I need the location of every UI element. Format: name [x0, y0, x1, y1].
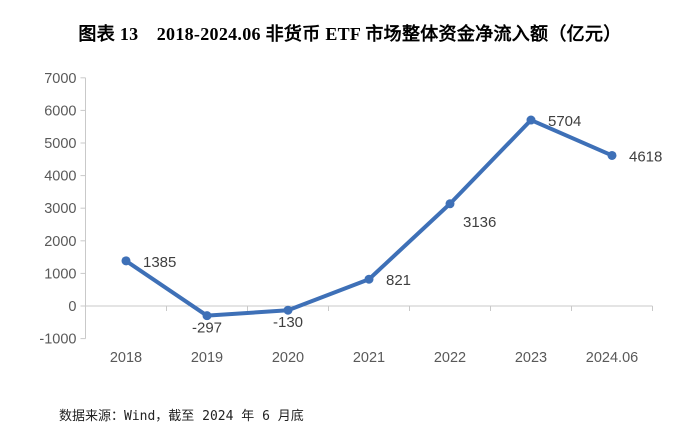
y-tick-label: 1000 [44, 266, 76, 282]
y-tick-label: -1000 [39, 332, 76, 348]
x-tick-label: 2018 [110, 350, 142, 366]
data-line [124, 118, 614, 318]
data-point-marker [364, 274, 374, 284]
data-point-marker [526, 115, 536, 125]
data-label: 821 [386, 272, 411, 289]
data-point-marker [283, 305, 293, 315]
data-label: -130 [273, 314, 303, 331]
data-label: -297 [192, 320, 222, 337]
line-chart: 7000 6000 5000 4000 3000 2000 1000 0 -1000 2018 20… [39, 71, 662, 366]
data-label: 3136 [463, 214, 496, 231]
x-tick-label: 2024.06 [586, 350, 638, 366]
x-tick-label: 2020 [272, 350, 304, 366]
x-tick-label: 2021 [353, 350, 385, 366]
y-tick-label: 5000 [44, 136, 76, 152]
y-tick-label: 4000 [44, 169, 76, 185]
y-tick-label: 2000 [44, 234, 76, 250]
y-tick-label: 0 [68, 299, 76, 315]
y-tick-label: 3000 [44, 201, 76, 217]
chart-title: 图表 13 2018-2024.06 非货币 ETF 市场整体资金净流入额（亿元… [78, 24, 622, 44]
x-tick-label: 2019 [191, 350, 223, 366]
source-note: 数据来源：Wind，截至 2024 年 6 月底 [59, 409, 304, 424]
x-tick-label: 2023 [515, 350, 547, 366]
data-point-marker [121, 256, 131, 266]
data-label: 4618 [629, 148, 662, 165]
y-tick-label: 6000 [44, 103, 76, 119]
x-tick-label: 2022 [434, 350, 466, 366]
data-point-marker [445, 199, 455, 209]
data-label: 1385 [143, 254, 176, 271]
data-point-marker [202, 311, 212, 321]
data-point-marker [607, 150, 617, 160]
y-tick-label: 7000 [44, 71, 76, 87]
data-label: 5704 [548, 113, 581, 130]
